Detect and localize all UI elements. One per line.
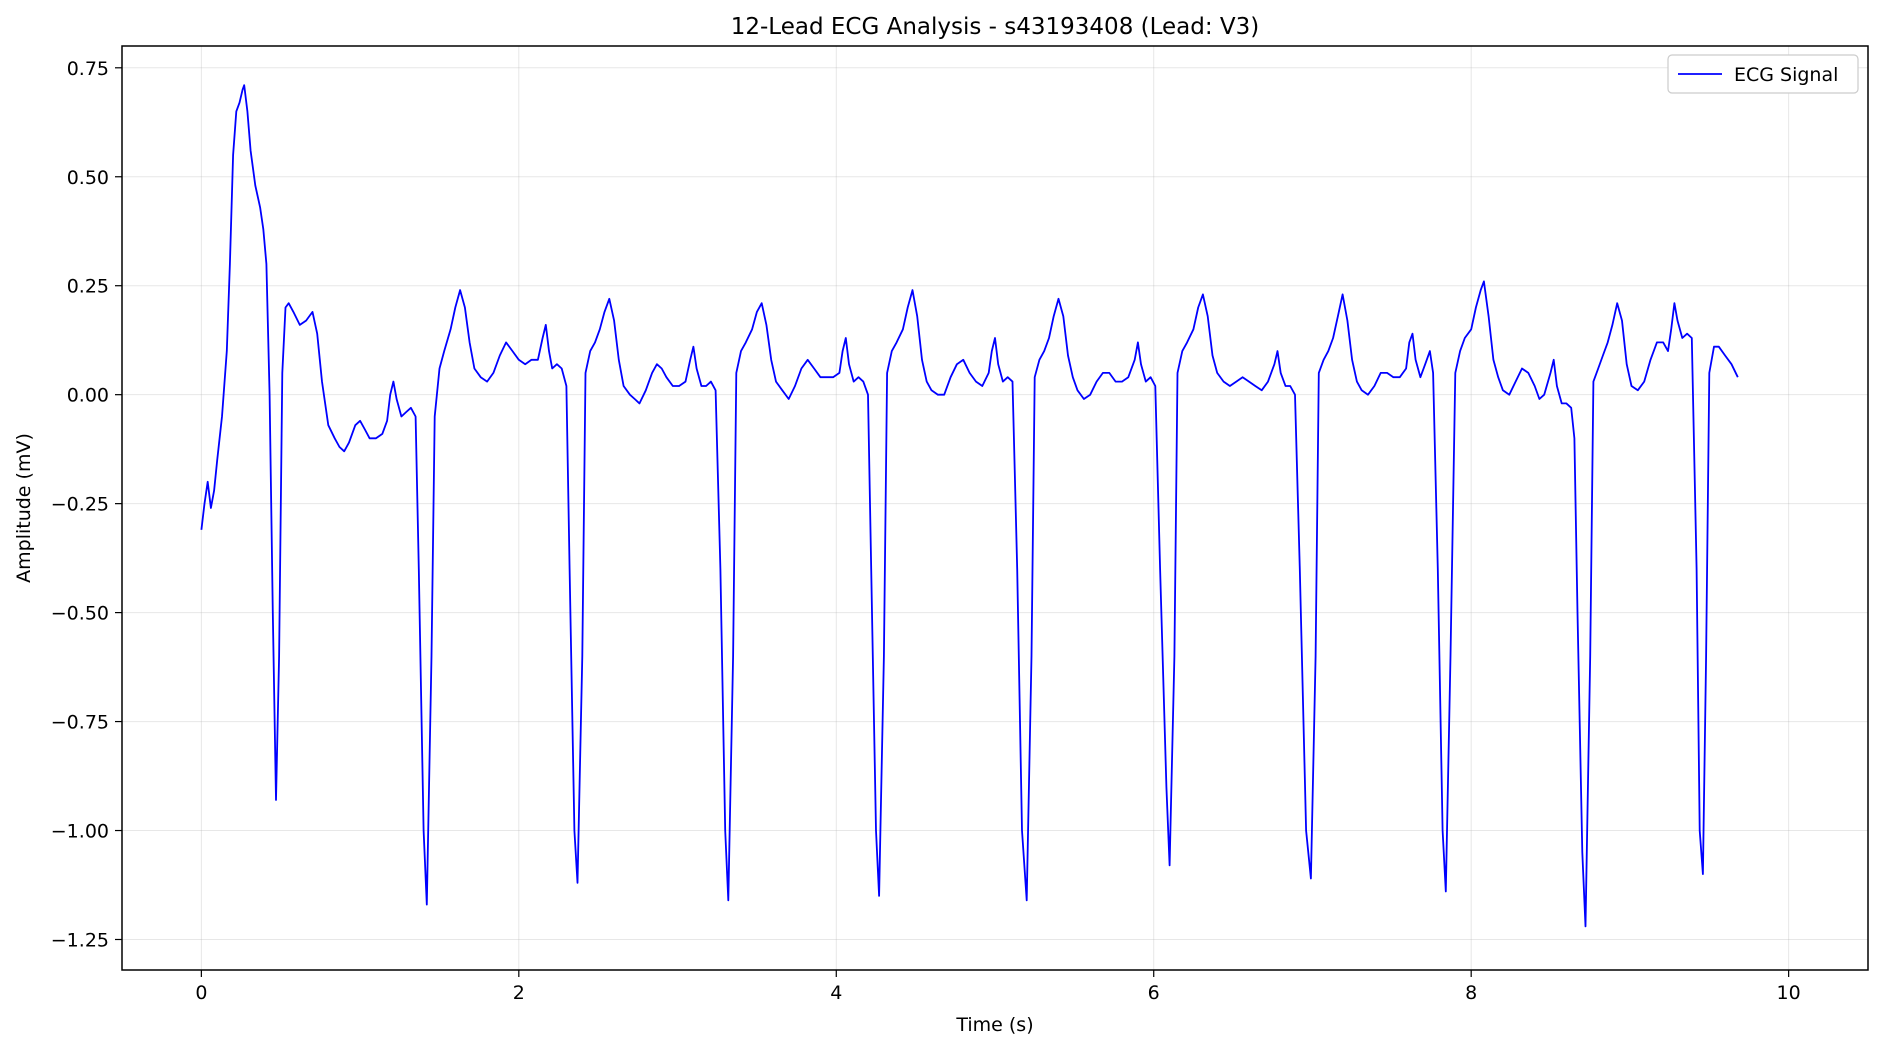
chart-title: 12-Lead ECG Analysis - s43193408 (Lead: …: [731, 14, 1260, 40]
y-tick-label: 0.25: [67, 276, 109, 298]
series-line-ecg-signal: [200, 84, 1739, 928]
y-tick-label: 0.50: [67, 167, 109, 189]
y-axis-title: Amplitude (mV): [13, 433, 35, 583]
x-axis: 0 2 4 6 8 10: [195, 970, 1801, 1004]
y-tick-label: 0.75: [67, 58, 109, 80]
y-tick-label: −0.25: [51, 494, 109, 516]
legend-box: [1667, 54, 1859, 94]
x-tick-label: 4: [830, 982, 842, 1004]
y-tick-label: 0.00: [67, 385, 109, 407]
x-tick-label: 8: [1465, 982, 1477, 1004]
x-tick-label: 2: [513, 982, 525, 1004]
x-tick-label: 0: [195, 982, 207, 1004]
grid: [122, 46, 1868, 970]
y-tick-label: −0.75: [51, 712, 109, 734]
plot-frame: [121, 45, 1869, 971]
x-tick-label: 6: [1148, 982, 1160, 1004]
legend: ECG Signal: [1667, 54, 1859, 94]
x-tick-label: 10: [1777, 982, 1801, 1004]
y-axis: 0.75 0.50 0.25 0.00 −0.25 −0.50 −0.75 −1.00 −1.2…: [51, 58, 122, 951]
x-axis-title: Time (s): [955, 1014, 1033, 1036]
legend-label-ecg-signal: ECG Signal: [1734, 64, 1838, 86]
y-tick-label: −0.50: [51, 603, 109, 625]
y-tick-label: −1.00: [51, 821, 109, 843]
y-tick-label: −1.25: [51, 929, 109, 951]
